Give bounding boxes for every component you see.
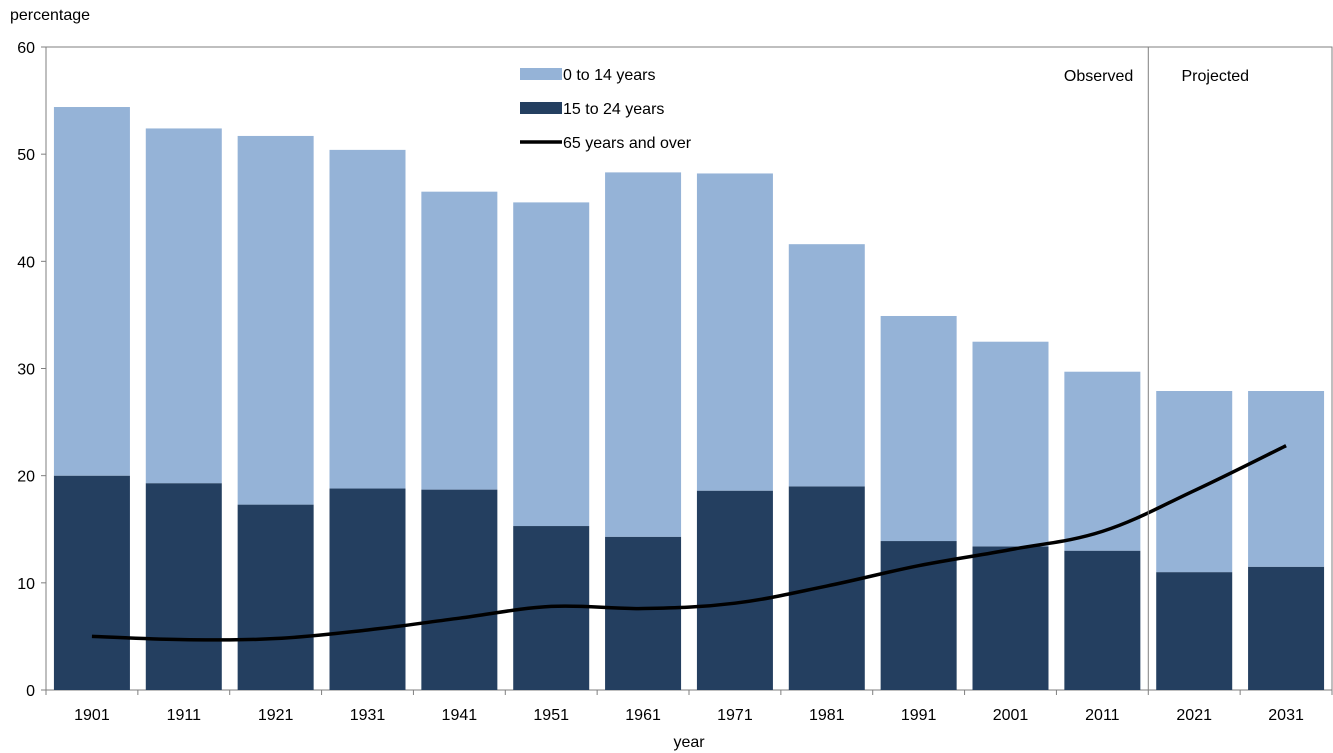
legend-label: 0 to 14 years	[563, 67, 656, 84]
x-tick-label: 2011	[1085, 707, 1120, 724]
y-axis-title: percentage	[10, 7, 90, 24]
bar-0-to-14-2011	[1064, 371, 1141, 551]
x-tick-label: 1911	[167, 707, 202, 724]
bar-15-to-24-1921	[237, 504, 314, 690]
bar-0-to-14-1981	[788, 244, 865, 487]
x-tick-label: 1901	[74, 707, 110, 724]
bar-15-to-24-1931	[329, 488, 406, 690]
x-tick-label: 1921	[258, 707, 294, 724]
y-tick-label: 0	[26, 683, 35, 700]
bar-15-to-24-1901	[53, 475, 130, 690]
annotation-projected: Projected	[1181, 68, 1249, 85]
x-tick-label: 1981	[809, 707, 845, 724]
bars-layer	[53, 107, 1325, 690]
x-tick-label: 2001	[993, 707, 1029, 724]
x-tick-label: 1961	[625, 707, 661, 724]
bar-15-to-24-2001	[972, 546, 1049, 690]
bar-0-to-14-1961	[605, 172, 682, 537]
bar-15-to-24-1941	[421, 489, 498, 690]
legend-swatch	[520, 68, 562, 80]
bar-15-to-24-2021	[1156, 572, 1233, 690]
x-tick-label: 1941	[442, 707, 478, 724]
bar-0-to-14-1921	[237, 135, 314, 505]
line-65-and-over	[91, 444, 1287, 642]
bar-0-to-14-1901	[53, 107, 130, 476]
x-tick-label: 1991	[901, 707, 937, 724]
bar-15-to-24-1961	[605, 536, 682, 690]
legend-label: 15 to 24 years	[563, 101, 664, 118]
bar-15-to-24-2011	[1064, 550, 1141, 690]
bar-15-to-24-1911	[145, 483, 222, 690]
y-tick-label: 20	[17, 469, 35, 486]
bar-0-to-14-2021	[1156, 391, 1233, 573]
y-tick-label: 10	[17, 576, 35, 593]
bar-0-to-14-1911	[145, 128, 222, 484]
legend-label: 65 years and over	[563, 135, 692, 152]
legend: 0 to 14 years 15 to 24 years 65 years and …	[520, 67, 692, 152]
x-tick-label: 2031	[1268, 707, 1304, 724]
x-tick-label: 2021	[1176, 707, 1212, 724]
x-tick-label: 1971	[717, 707, 753, 724]
bar-0-to-14-1941	[421, 191, 498, 490]
y-tick-label: 50	[17, 147, 35, 164]
bar-0-to-14-2001	[972, 341, 1049, 547]
line-layer	[91, 444, 1287, 642]
bar-0-to-14-1971	[696, 173, 773, 491]
bar-15-to-24-2031	[1248, 566, 1325, 690]
y-tick-label: 30	[17, 362, 35, 379]
legend-swatch	[520, 102, 562, 114]
y-tick-label: 60	[17, 40, 35, 57]
bar-15-to-24-1981	[788, 486, 865, 690]
bar-0-to-14-1991	[880, 315, 957, 542]
bar-0-to-14-1951	[513, 202, 590, 527]
x-tick-label: 1931	[350, 707, 386, 724]
bar-15-to-24-1991	[880, 541, 957, 690]
y-axis: 0 10 20 30 40 50 60	[17, 40, 46, 700]
bar-15-to-24-1971	[696, 490, 773, 690]
x-axis: 1901 1911 1921 1931 1941 1951 1961 1971 1981 1991…	[45, 690, 1333, 724]
bar-0-to-14-2031	[1248, 391, 1325, 567]
annotation-observed: Observed	[1064, 68, 1133, 85]
x-axis-title: year	[673, 734, 705, 751]
bar-0-to-14-1931	[329, 149, 406, 489]
y-tick-label: 40	[17, 254, 35, 271]
x-tick-label: 1951	[533, 707, 569, 724]
